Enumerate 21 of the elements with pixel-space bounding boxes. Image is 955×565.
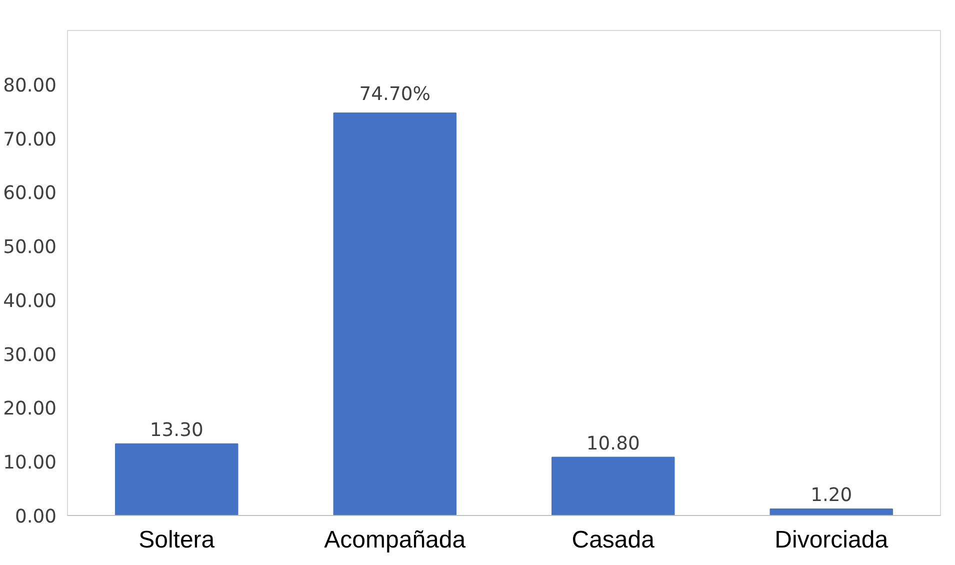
y-tick-label: 10.00 bbox=[3, 452, 57, 474]
bar bbox=[552, 456, 675, 516]
data-label: 74.70% bbox=[359, 84, 430, 105]
y-tick-label: 70.00 bbox=[3, 129, 57, 150]
x-tick-label: Divorciada bbox=[774, 526, 889, 554]
bar bbox=[770, 508, 893, 516]
y-tick-label: 40.00 bbox=[3, 290, 57, 312]
y-tick-label: 50.00 bbox=[3, 237, 57, 258]
x-tick-label: Soltera bbox=[138, 526, 216, 554]
y-tick-label: 20.00 bbox=[3, 398, 57, 420]
bar bbox=[115, 443, 238, 516]
data-label: 10.80 bbox=[586, 433, 640, 454]
bar bbox=[333, 112, 456, 516]
y-tick-label: 30.00 bbox=[3, 344, 57, 366]
y-tick-label: 80.00 bbox=[3, 75, 57, 96]
x-tick-label: Acompañada bbox=[324, 526, 466, 554]
y-tick-label: 60.00 bbox=[3, 183, 57, 204]
x-tick-label: Casada bbox=[572, 526, 656, 554]
y-tick-label: 0.00 bbox=[14, 506, 57, 528]
data-label: 1.20 bbox=[810, 485, 852, 506]
data-label: 13.30 bbox=[150, 420, 204, 441]
